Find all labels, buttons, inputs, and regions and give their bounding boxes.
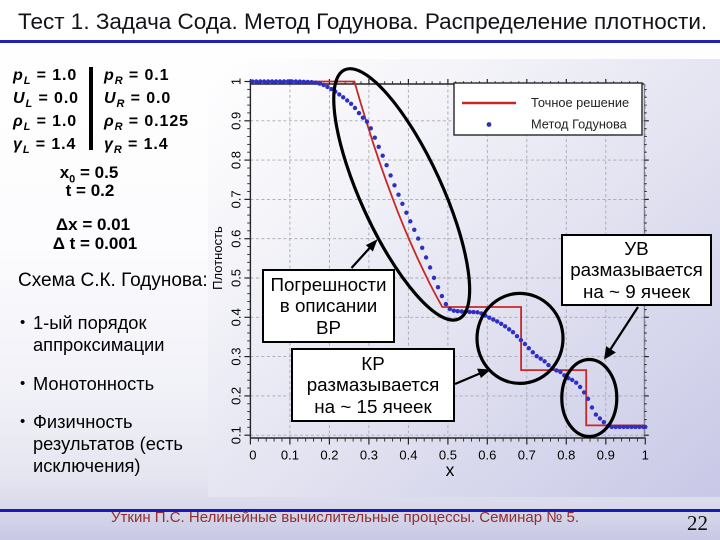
svg-text:1: 1: [229, 78, 244, 85]
svg-text:0.4: 0.4: [399, 448, 417, 463]
svg-text:0.3: 0.3: [229, 348, 244, 366]
svg-text:0: 0: [249, 448, 256, 463]
svg-text:0.5: 0.5: [229, 269, 244, 287]
svg-text:0.2: 0.2: [229, 387, 244, 405]
svg-text:0.1: 0.1: [281, 448, 299, 463]
svg-text:0.8: 0.8: [557, 448, 575, 463]
svg-text:0.6: 0.6: [229, 230, 244, 248]
svg-text:1: 1: [642, 448, 649, 463]
svg-text:0.9: 0.9: [229, 112, 244, 130]
svg-text:Точное решение: Точное решение: [531, 95, 629, 110]
svg-text:0.7: 0.7: [518, 448, 536, 463]
svg-text:0.3: 0.3: [360, 448, 378, 463]
svg-text:Метод Годунова: Метод Годунова: [531, 117, 628, 132]
svg-text:0.9: 0.9: [597, 448, 615, 463]
svg-text:0.6: 0.6: [478, 448, 496, 463]
svg-text:0.7: 0.7: [229, 190, 244, 208]
svg-text:0.4: 0.4: [229, 308, 244, 326]
svg-text:0.5: 0.5: [439, 448, 457, 463]
svg-text:Плотность: Плотность: [210, 226, 225, 290]
svg-text:x: x: [446, 460, 455, 480]
svg-text:0.2: 0.2: [320, 448, 338, 463]
svg-text:0.8: 0.8: [229, 151, 244, 169]
svg-text:0.1: 0.1: [229, 426, 244, 444]
